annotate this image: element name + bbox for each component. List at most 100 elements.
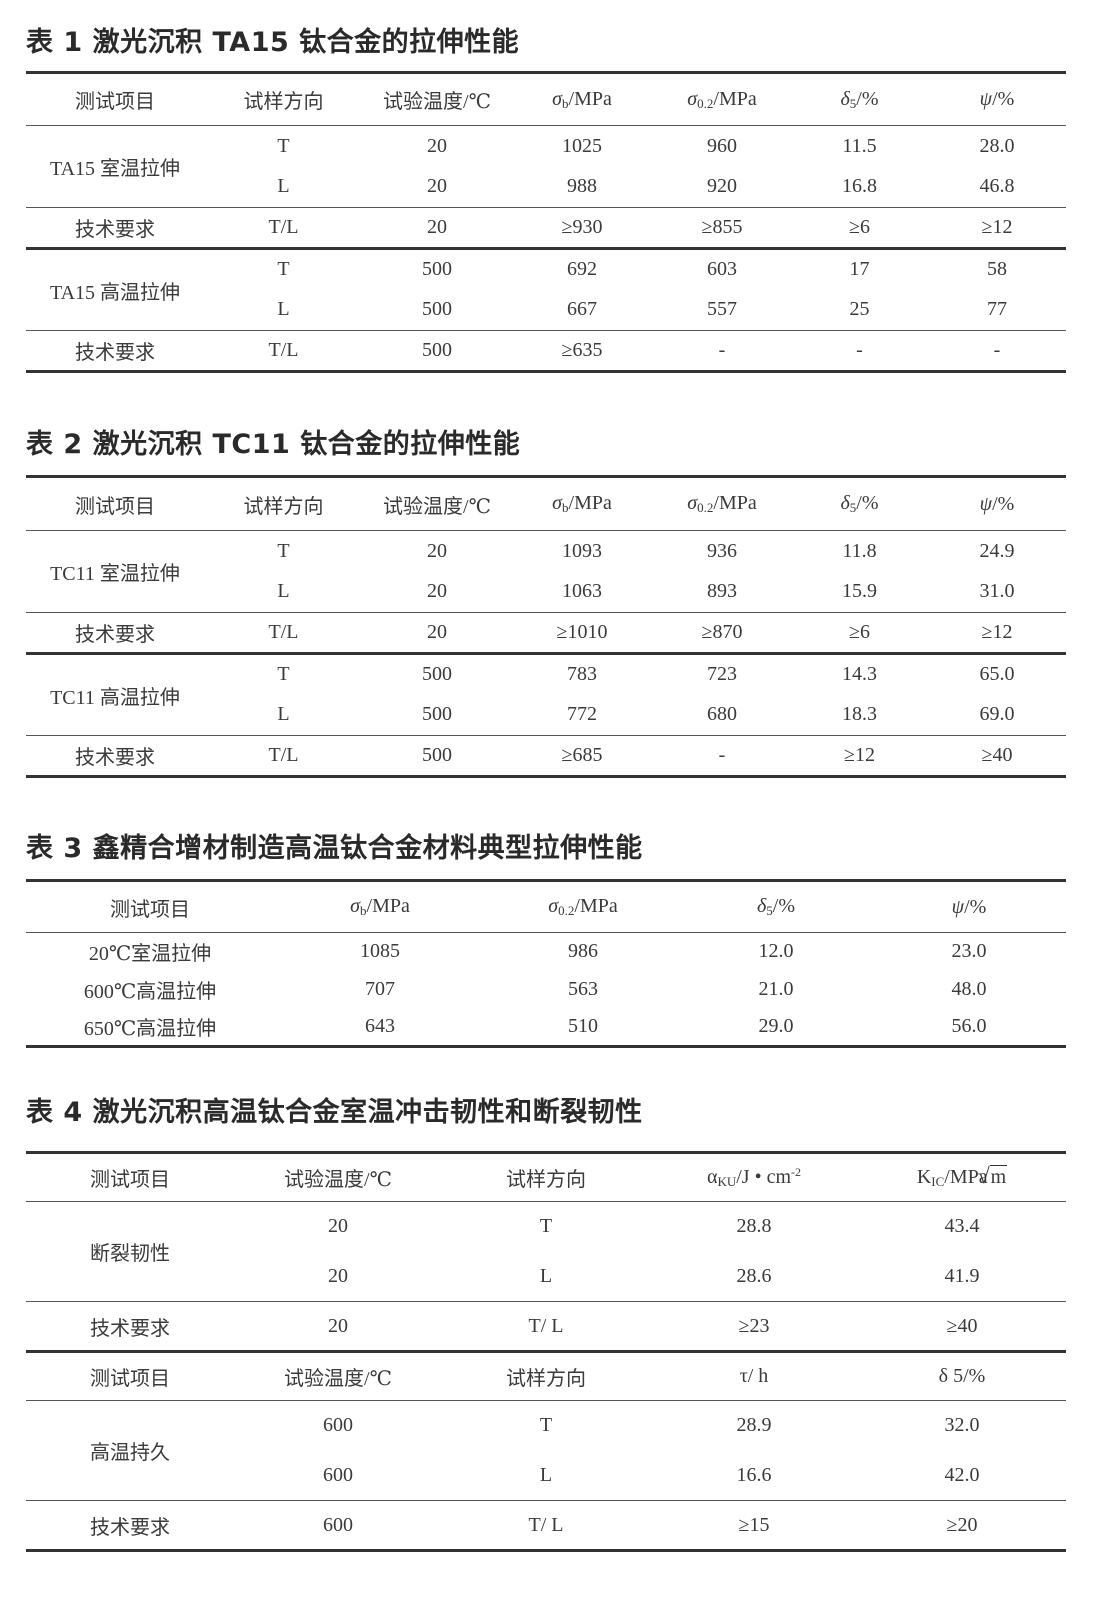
table-row: TA15 高温拉伸 T 500 692 603 17 58	[26, 247, 1066, 331]
header-symbol: σ	[687, 492, 698, 514]
header-row: 测试项目 σb/MPa σ0.2/MPa δ5/% ψ/%	[26, 879, 1066, 933]
table-row: 高温持久 600 T 28.9 32.0	[26, 1400, 1066, 1501]
table-cell: 510	[568, 1015, 598, 1038]
header-subscript: IC	[931, 1174, 945, 1189]
table-row: 技术要求 20 T/ L ≥23 ≥40	[26, 1301, 1066, 1352]
table-cell: 600	[234, 1500, 442, 1551]
table-cell: 28.9	[650, 1400, 858, 1451]
column-header: 测试项目	[26, 71, 204, 126]
table-cell: ≥1010	[511, 612, 653, 654]
table-cell: ≥15	[650, 1500, 858, 1551]
column-header: σb/MPa	[511, 475, 653, 531]
header-text: 试验温度/℃	[383, 495, 491, 518]
table-row: 技术要求 T/L 20 ≥1010 ≥870 ≥6 ≥12	[26, 612, 1066, 654]
column-header: 试样方向	[442, 1350, 650, 1401]
table-cell: 25	[849, 298, 870, 321]
header-text: 测试项目	[90, 1169, 170, 1191]
table-cell: 707	[365, 978, 395, 1000]
header-text: /%	[772, 895, 795, 917]
sqrt-symbol: m	[978, 1163, 1008, 1189]
table-cell: ≥40	[928, 735, 1066, 777]
table-cell: 692	[511, 247, 653, 290]
table-cell: 723	[653, 652, 791, 695]
column-header: 试验温度/℃	[234, 1350, 442, 1401]
table-cell: 17	[791, 247, 928, 290]
table-cell: 500	[363, 330, 511, 372]
header-symbol: σ	[687, 87, 698, 110]
table-cell: -	[653, 735, 791, 777]
row-label: 20℃室温拉伸	[26, 932, 274, 971]
header-text: /MPa	[366, 895, 410, 917]
header-subscript: 5	[849, 500, 857, 515]
header-text: 测试项目	[110, 898, 190, 921]
header-symbol: σ	[548, 895, 559, 917]
table-cell: 986	[486, 932, 680, 971]
header-subscript: 0.2	[697, 95, 714, 111]
table-cell: ≥12	[928, 207, 1066, 249]
header-subscript: b	[562, 95, 569, 111]
row-label: 技术要求	[26, 612, 204, 654]
table-cell: 20	[427, 580, 447, 603]
table-cell: 643	[365, 1015, 395, 1038]
header-text: δ 5/%	[938, 1365, 986, 1387]
table-cell: 600	[323, 1463, 353, 1486]
data-table-2: 测试项目 试样方向 试验温度/℃ σb/MPa σ0.2/MPa δ5/% ψ/% TC11 …	[26, 475, 1066, 778]
table-row: 技术要求 600 T/ L ≥15 ≥20	[26, 1500, 1066, 1551]
header-subscript: b	[360, 903, 367, 918]
header-text: /%	[992, 88, 1015, 110]
header-subscript: KU	[717, 1174, 737, 1189]
table-cell: 69.0	[979, 703, 1015, 726]
table-cell: 20	[427, 175, 447, 198]
table-row: 650℃高温拉伸 643 510 29.0 56.0	[26, 1009, 1066, 1047]
table-cell: 1063	[562, 580, 602, 603]
table-cell: 28.6	[736, 1264, 772, 1287]
table-row: 600 L 16.6 42.0	[26, 1451, 1066, 1501]
header-row: 测试项目 试样方向 试验温度/℃ σb/MPa σ0.2/MPa δ5/% ψ/%	[26, 71, 1066, 126]
table-cell: T	[204, 247, 363, 290]
header-symbol: δ	[756, 895, 767, 917]
column-header: σb/MPa	[274, 879, 486, 933]
column-header: ψ/%	[928, 475, 1066, 531]
table-cell: 500	[422, 703, 452, 726]
table-title: 表 2 激光沉积 TC11 钛合金的拉伸性能	[26, 429, 521, 460]
table-cell: 20	[363, 207, 511, 249]
table-cell: 1093	[511, 530, 653, 572]
column-header: δ5/%	[680, 879, 872, 933]
table-row: 20 L 28.6 41.9	[26, 1252, 1066, 1302]
header-text: /%	[964, 895, 987, 918]
table-cell: 500	[363, 652, 511, 695]
table-cell: 31.0	[979, 580, 1015, 603]
column-header: 试样方向	[204, 475, 363, 531]
header-symbol: ψ	[951, 895, 965, 918]
table-cell: 20	[363, 530, 511, 572]
header-subscript: b	[562, 500, 569, 515]
header-subscript: 0.2	[697, 500, 714, 515]
table: 测试项目 σb/MPa σ0.2/MPa δ5/% ψ/% 20℃室温拉伸 1085 986 1…	[26, 879, 1066, 1048]
table-cell: ≥20	[858, 1500, 1066, 1551]
table-cell: 893	[707, 580, 737, 603]
table-cell: -	[928, 330, 1066, 372]
table-cell: 65.0	[928, 652, 1066, 695]
column-header: 试验温度/℃	[234, 1151, 442, 1202]
table-cell: ≥855	[653, 207, 791, 249]
header-superscript: -2	[791, 1165, 802, 1179]
table-cell: T/L	[204, 207, 363, 249]
table-cell: 563	[568, 978, 598, 1000]
table-cell: 680	[707, 703, 737, 726]
table-cell: 42.0	[944, 1463, 980, 1486]
table-cell: 16.8	[842, 175, 877, 198]
table-cell: 20	[363, 612, 511, 654]
table-cell: 500	[363, 735, 511, 777]
table-cell: 77	[987, 298, 1007, 321]
table-cell: 46.8	[979, 175, 1015, 198]
table-cell: 58	[928, 247, 1066, 290]
row-label: 技术要求	[26, 735, 204, 777]
header-text: 试验温度/℃	[383, 91, 491, 113]
column-header: δ5/%	[791, 475, 928, 531]
table-cell: 32.0	[858, 1400, 1066, 1451]
header-subscript: 0.2	[558, 903, 575, 918]
table-cell: 920	[707, 175, 737, 198]
header-text: /%	[992, 492, 1015, 515]
table-cell: 557	[707, 298, 737, 321]
